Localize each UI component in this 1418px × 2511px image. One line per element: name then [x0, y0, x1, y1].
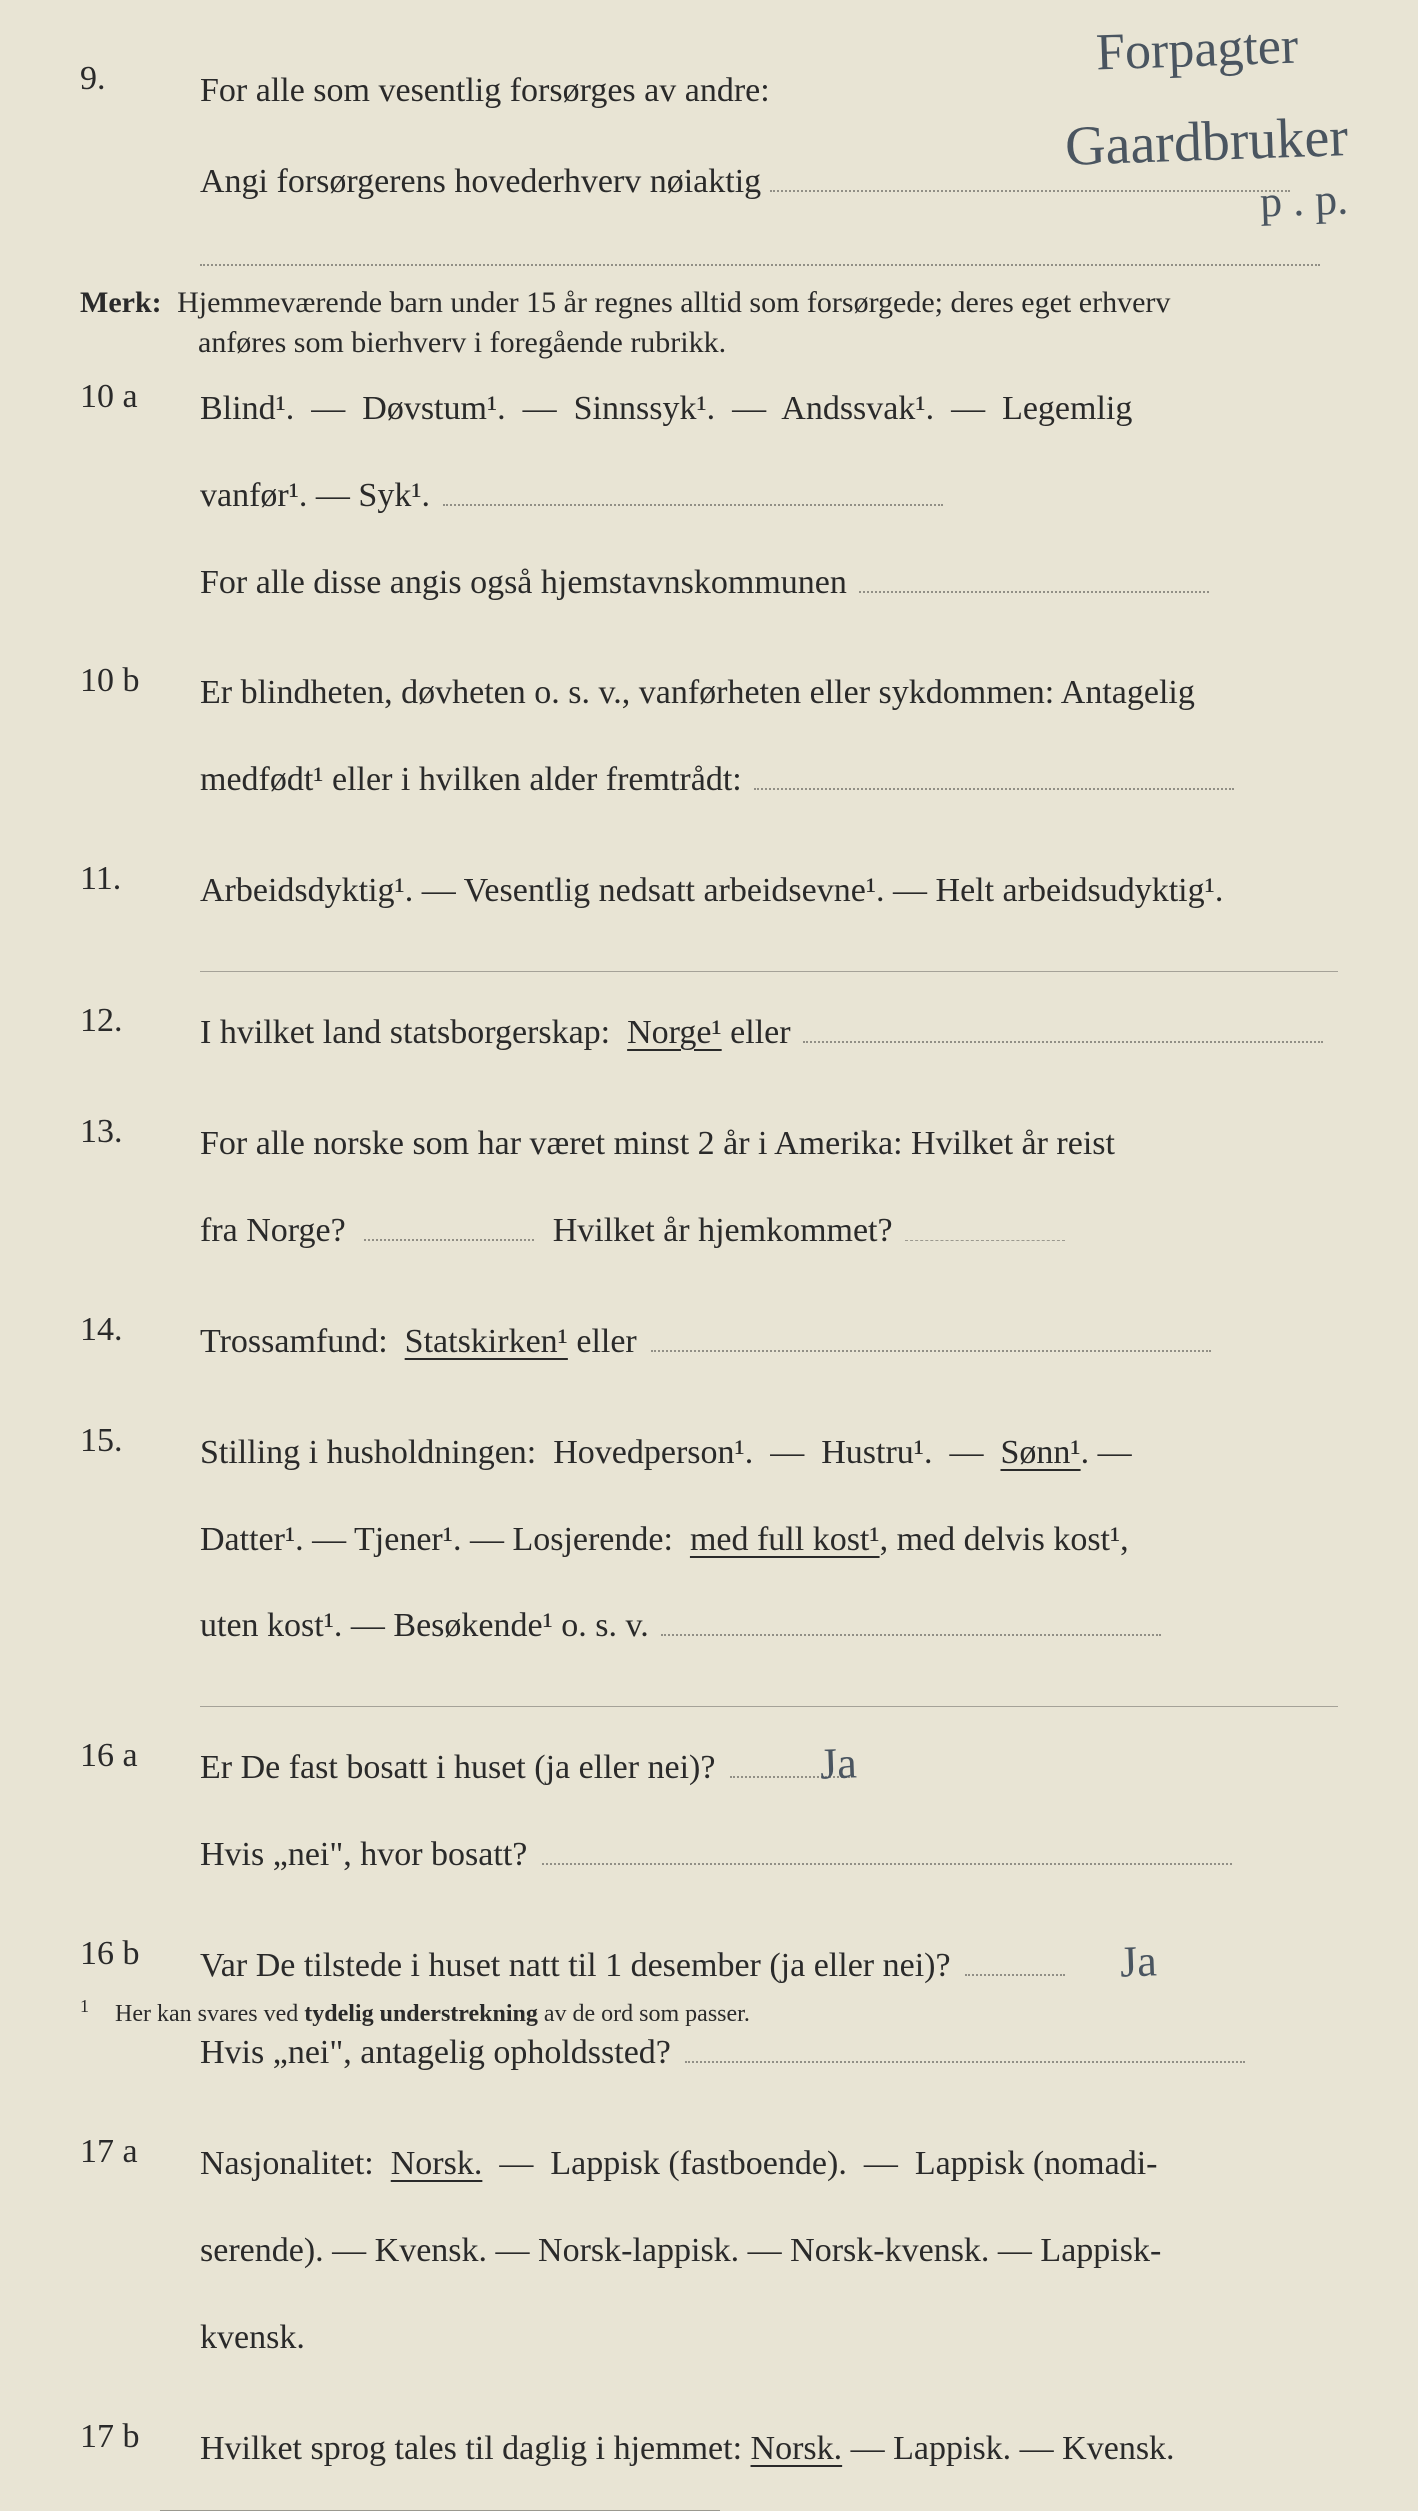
question-10a: 10 a Blind¹. — Døvstum¹. — Sinnssyk¹. — …	[80, 378, 1338, 615]
footnote-text-a: Her kan svares ved	[115, 2001, 304, 2027]
q10b-line2: medfødt¹ eller i hvilken alder fremtrådt…	[200, 761, 742, 798]
q16a-line1: Er De fast bosatt i huset (ja eller nei)…	[200, 1749, 715, 1786]
question-11: 11. Arbeidsdyktig¹. — Vesentlig nedsatt …	[80, 860, 1338, 923]
form-page: Forpagter Gaardbruker p . p. 9. For alle…	[0, 0, 1418, 2048]
q13-line2a: fra Norge?	[200, 1212, 346, 1249]
q11-body: Arbeidsdyktig¹. — Vesentlig nedsatt arbe…	[200, 860, 1338, 923]
q10a-line1: Blind¹. — Døvstum¹. — Sinnssyk¹. — Andss…	[200, 378, 1132, 441]
question-16a: 16 a Er De fast bosatt i huset (ja eller…	[80, 1737, 1338, 1887]
q13-number: 13.	[80, 1113, 190, 1151]
q9-fill	[770, 162, 1290, 192]
q15-line1b: . —	[1081, 1434, 1132, 1471]
q16b-line2: Hvis „nei", antagelig opholdssted?	[200, 2034, 671, 2071]
q11-number: 11.	[80, 860, 190, 898]
q13-fill1	[364, 1211, 534, 1241]
q13-fill2	[905, 1212, 1065, 1241]
q17a-norsk: Norsk.	[391, 2145, 483, 2182]
question-15: 15. Stilling i husholdningen: Hovedperso…	[80, 1422, 1338, 1659]
q16b-fill2	[685, 2033, 1245, 2063]
q17a-line1a: Nasjonalitet:	[200, 2145, 391, 2182]
q12-number: 12.	[80, 1002, 190, 1040]
q16a-line2: Hvis „nei", hvor bosatt?	[200, 1836, 527, 1873]
q17a-line1b: — Lappisk (fastboende). — Lappisk (nomad…	[482, 2145, 1157, 2182]
handwritten-16a-ja: Ja	[819, 1723, 858, 1806]
q15-line2a: Datter¹. — Tjener¹. — Losjerende:	[200, 1521, 690, 1558]
question-17b: 17 b Hvilket sprog tales til daglig i hj…	[80, 2418, 1338, 2481]
q17b-a: Hvilket sprog tales til daglig i hjemmet…	[200, 2430, 751, 2467]
q17b-norsk: Norsk.	[751, 2430, 843, 2467]
q15-line2b: , med delvis kost¹,	[880, 1521, 1129, 1558]
rule-under-9	[200, 262, 1320, 266]
q9-number: 9.	[80, 60, 190, 98]
q10b-fill	[754, 760, 1234, 790]
merk-note: Merk: Hjemmeværende barn under 15 år reg…	[80, 286, 1338, 360]
handwritten-16b-ja: Ja	[1119, 1921, 1158, 2004]
q15-medfullkost: med full kost¹	[690, 1521, 880, 1558]
q15-sonn: Sønn¹	[1000, 1434, 1080, 1471]
q12-norge: Norge¹	[627, 1014, 722, 1051]
q14-pre: Trossamfund:	[200, 1323, 405, 1360]
q10b-line1: Er blindheten, døvheten o. s. v., vanfør…	[200, 662, 1338, 725]
q10a-line3: For alle disse angis også hjemstavnskomm…	[200, 564, 847, 601]
footnote-text-b: tydelig understrekning	[304, 2001, 538, 2027]
q14-fill	[651, 1322, 1211, 1352]
merk-line2: anføres som bierhverv i foregående rubri…	[198, 326, 1338, 360]
q14-number: 14.	[80, 1311, 190, 1349]
q9-line1: For alle som vesentlig forsørges av andr…	[200, 60, 1338, 123]
rule-after-11	[200, 971, 1338, 972]
q15-line3: uten kost¹. — Besøkende¹ o. s. v.	[200, 1607, 649, 1644]
q15-number: 15.	[80, 1422, 190, 1460]
rule-after-15	[200, 1706, 1338, 1707]
q14-post: eller	[568, 1323, 637, 1360]
q17b-b: — Lappisk. — Kvensk.	[842, 2430, 1174, 2467]
q10a-number: 10 a	[80, 378, 190, 416]
question-14: 14. Trossamfund: Statskirken¹ eller	[80, 1311, 1338, 1374]
q10a-fill1	[443, 476, 943, 506]
question-13: 13. For alle norske som har været minst …	[80, 1113, 1338, 1263]
q14-statskirken: Statskirken¹	[405, 1323, 568, 1360]
q12-pre: I hvilket land statsborgerskap:	[200, 1014, 627, 1051]
q13-line1: For alle norske som har været minst 2 år…	[200, 1113, 1338, 1176]
q12-post: eller	[722, 1014, 791, 1051]
footnote-text-c: av de ord som passer.	[538, 2001, 750, 2027]
q15-fill	[661, 1606, 1161, 1636]
question-12: 12. I hvilket land statsborgerskap: Norg…	[80, 1002, 1338, 1065]
q16b-fill1	[965, 1946, 1065, 1976]
question-10b: 10 b Er blindheten, døvheten o. s. v., v…	[80, 662, 1338, 812]
q17a-number: 17 a	[80, 2133, 190, 2171]
q16b-number: 16 b	[80, 1935, 190, 1973]
merk-line1: Hjemmeværende barn under 15 år regnes al…	[177, 286, 1170, 319]
q9-line2: Angi forsørgerens hovederhverv nøiaktig	[200, 163, 761, 200]
q16a-fill2	[542, 1835, 1232, 1865]
merk-label: Merk:	[80, 286, 162, 319]
q17a-line3: kvensk.	[200, 2307, 1338, 2370]
q10b-number: 10 b	[80, 662, 190, 700]
q12-fill	[803, 1013, 1323, 1043]
q16b-line1: Var De tilstede i huset natt til 1 desem…	[200, 1947, 951, 1984]
q10a-line2: vanfør¹. — Syk¹.	[200, 477, 430, 514]
q10a-fill2	[859, 563, 1209, 593]
q16a-number: 16 a	[80, 1737, 190, 1775]
question-17a: 17 a Nasjonalitet: Norsk. — Lappisk (fas…	[80, 2133, 1338, 2370]
q13-line2b: Hvilket år hjemkommet?	[553, 1212, 893, 1249]
footnote: 1 Her kan svares ved tydelig understrekn…	[80, 1996, 750, 2028]
question-9: 9. For alle som vesentlig forsørges av a…	[80, 60, 1338, 214]
q17a-line2: serende). — Kvensk. — Norsk-lappisk. — N…	[200, 2220, 1338, 2283]
q15-line1a: Stilling i husholdningen: Hovedperson¹. …	[200, 1434, 1000, 1471]
footnote-num: 1	[80, 1996, 89, 2016]
q17b-number: 17 b	[80, 2418, 190, 2456]
